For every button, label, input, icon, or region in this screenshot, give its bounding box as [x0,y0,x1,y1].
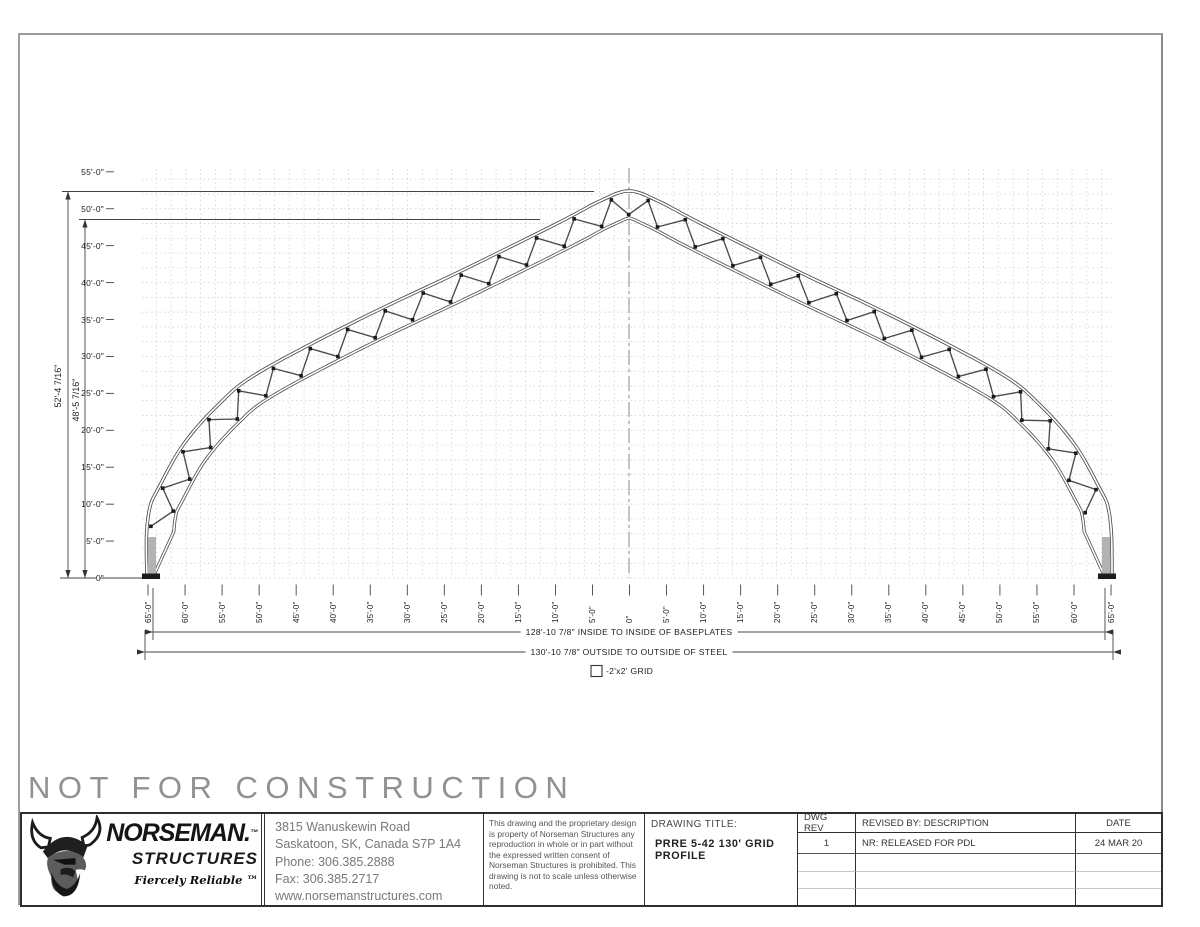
x-axis-label: 20'-0" [476,601,486,623]
company-name: NORSEMAN.™ [106,819,258,847]
y-axis-label: 0" [95,573,104,583]
company-tagline: Fiercely Reliable ™ [134,873,258,887]
empty-cell [798,889,856,905]
address-line: Fax: 306.385.2717 [275,871,380,886]
y-axis-label: 55'-0" [81,166,104,177]
y-axis-label: 40'-0" [81,277,104,288]
y-axis-label: 45'-0" [81,240,104,251]
y-axis-label: 35'-0" [81,314,104,325]
x-axis-label: 30'-0" [402,601,412,623]
x-axis-label: 5'-0" [587,606,597,623]
x-axis-label: 60'-0" [180,601,190,623]
empty-cell [798,872,856,889]
x-axis-label: 55'-0" [1032,601,1042,623]
x-axis-label: 40'-0" [328,601,338,623]
y-axis-label: 10'-0" [81,499,104,510]
x-axis-label: 65'-0" [143,601,153,623]
x-axis-label: 40'-0" [921,601,931,623]
y-axis-label: 15'-0" [81,462,104,473]
not-for-construction-watermark: NOT FOR CONSTRUCTION [28,770,576,805]
empty-cell [1076,889,1161,905]
y-axis-label: 25'-0" [81,388,104,399]
drawing-title-label: DRAWING TITLE: [651,819,738,830]
empty-cell [856,872,1076,889]
y-axis-label: 5'-0" [86,536,104,547]
x-axis-label: 65'-0" [1106,601,1116,623]
address-line: 3815 Wanuskewin Road [275,820,411,834]
empty-cell [1076,872,1161,889]
address-line: Phone: 306.385.2888 [275,854,395,869]
x-axis-label: 45'-0" [291,601,301,623]
width-dim-outside: 130'-10 7/8" OUTSIDE TO OUTSIDE OF STEEL [525,646,733,657]
x-axis-label: 50'-0" [254,601,264,623]
x-axis-label: 50'-0" [995,601,1005,623]
revision-description: NR: RELEASED FOR PDL [856,833,1076,854]
revision-date: 24 MAR 20 [1076,833,1161,854]
empty-cell [1076,854,1161,872]
height-dim-outside: 52'-4 7/16" [53,365,63,408]
date-header: DATE [1076,814,1161,833]
truss-chords [144,189,1114,578]
x-axis-label: 30'-0" [847,601,857,623]
address-line: Saskatoon, SK, Canada S7P 1A4 [275,837,462,852]
dwg-rev-header: DWG REV [798,812,856,834]
company-address: 3815 Wanuskewin Road Saskatoon, SK, Cana… [264,814,483,905]
y-axis-label: 50'-0" [81,203,104,214]
x-axis-label: 20'-0" [773,601,783,623]
viking-logo-icon [30,815,102,897]
x-axis-label: 55'-0" [217,601,227,623]
company-logo: NORSEMAN.™ STRUCTURES Fiercely Reliable … [22,814,262,905]
x-axis-label: 15'-0" [513,601,523,623]
empty-cell [798,854,856,872]
dwg-rev-value: 1 [798,833,856,854]
drawing-title-box: DRAWING TITLE: PRRE 5-42 130' GRID PROFI… [644,814,797,905]
y-axis-label: 20'-0" [81,425,104,436]
x-axis-label: 60'-0" [1069,601,1079,623]
revised-by-header: REVISED BY: DESCRIPTION [856,814,1076,833]
legal-disclaimer: This drawing and the proprietary design … [483,814,644,905]
x-axis-label: 10'-0" [550,601,560,623]
x-axis-label: 5'-0" [662,606,672,623]
x-axis-label: 25'-0" [439,601,449,623]
height-dim-inside: 48'-5 7/16" [71,379,81,422]
grid-legend-swatch [590,664,603,678]
truss-webbing [149,198,1098,529]
grid-legend-label: -2'x2' GRID [606,666,654,676]
y-axis-label: 30'-0" [81,351,104,362]
width-dim-inside: 128'-10 7/8" INSIDE TO INSIDE OF BASEPLA… [520,626,738,637]
empty-cell [856,889,1076,905]
grid-lines [142,169,1115,579]
drawing-title: PRRE 5-42 130' GRID PROFILE [655,838,775,862]
company-website: www.norsemanstructures.com [275,889,443,904]
baseplates [142,537,1116,579]
title-block: NORSEMAN.™ STRUCTURES Fiercely Reliable … [20,812,1163,907]
x-axis-label: 10'-0" [699,601,709,623]
x-axis-label: 35'-0" [884,601,894,623]
x-axis-label: 45'-0" [958,601,968,623]
x-axis-label: 25'-0" [810,601,820,623]
x-axis-label: 0" [625,615,635,623]
company-name-sub: STRUCTURES [131,849,258,868]
x-axis-label: 35'-0" [365,601,375,623]
empty-cell [856,854,1076,872]
revision-table: DWG REV REVISED BY: DESCRIPTION DATE 1 N… [797,812,1161,905]
x-axis-label: 15'-0" [736,601,746,623]
